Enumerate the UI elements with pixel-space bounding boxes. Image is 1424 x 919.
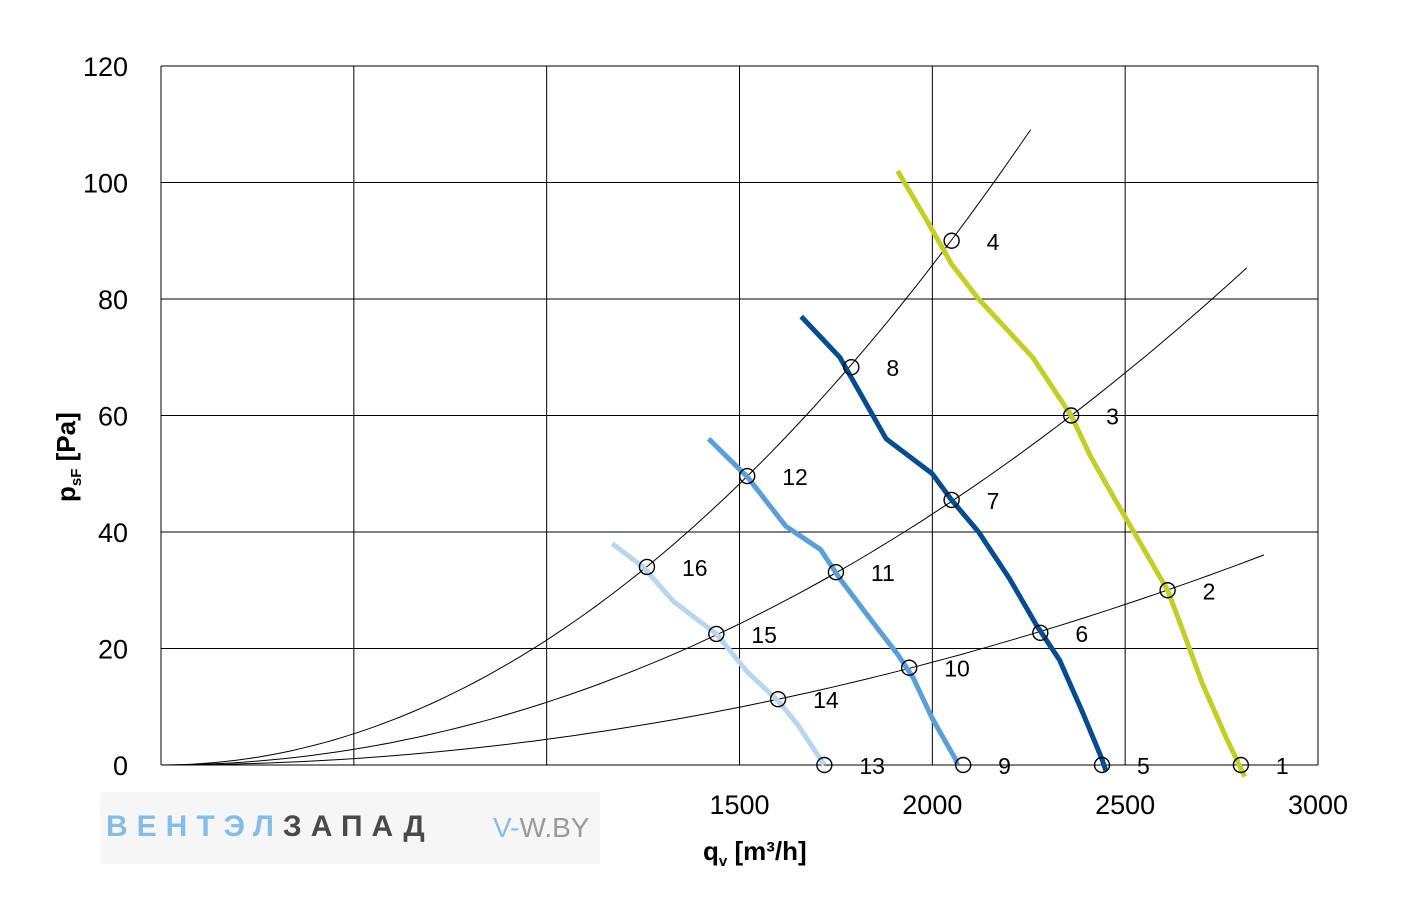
watermark-logo: ВЕНТЭЛЗАПАД <box>106 810 434 844</box>
watermark: ВЕНТЭЛЗАПАД V-W.BY <box>100 792 600 864</box>
system-curve <box>160 129 1032 766</box>
operating-point-label: 9 <box>998 753 1011 779</box>
y-tick-label: 60 <box>98 402 128 432</box>
y-axis-title: psF [Pa] <box>51 412 85 502</box>
y-axis-title-unit: [Pa] <box>51 412 81 468</box>
x-tick-label: 2000 <box>902 790 962 820</box>
operating-point-marker <box>843 358 860 376</box>
operating-point-marker <box>1159 582 1176 599</box>
operating-point-label: 13 <box>859 753 885 779</box>
y-axis-title-sub: sF <box>68 469 85 487</box>
x-tick-label: 1500 <box>709 790 769 820</box>
x-axis-title-main: q <box>703 836 719 866</box>
operating-point-marker <box>816 756 833 774</box>
operating-point-marker <box>900 659 918 676</box>
x-axis-title-sub: v <box>719 853 728 870</box>
operating-point-label: 2 <box>1203 578 1216 604</box>
fan-curve <box>610 541 827 767</box>
operating-point-marker <box>1232 756 1250 774</box>
x-tick-label: 2500 <box>1095 790 1155 820</box>
watermark-url: V-W.BY <box>493 812 589 844</box>
watermark-logo-part2: ЗАПАД <box>282 810 434 843</box>
fan-curve <box>799 314 1109 772</box>
y-tick-label: 100 <box>83 169 128 199</box>
operating-point-label: 4 <box>987 229 1000 255</box>
operating-point-marker <box>943 232 960 249</box>
operating-point-label: 8 <box>886 355 899 381</box>
operating-point-label: 12 <box>782 464 808 490</box>
operating-point-label: 1 <box>1276 753 1289 779</box>
watermark-logo-part1: ВЕНТЭЛ <box>106 810 283 843</box>
operating-point-marker <box>954 756 972 774</box>
watermark-url-b: W.BY <box>519 812 590 843</box>
x-axis-title: qv [m³/h] <box>703 836 807 870</box>
y-tick-label: 0 <box>113 751 128 781</box>
fan-curve <box>895 169 1247 778</box>
operating-point-label: 3 <box>1106 404 1119 430</box>
operating-point-label: 5 <box>1137 753 1150 779</box>
system-curve <box>160 267 1248 766</box>
operating-point-label: 11 <box>871 560 895 586</box>
operating-point-marker <box>1062 407 1080 424</box>
operating-point-marker <box>769 690 787 708</box>
fan-curves <box>610 169 1247 778</box>
system-curves <box>160 129 1265 766</box>
y-tick-label: 120 <box>83 52 128 82</box>
operating-point-label: 10 <box>944 656 970 682</box>
operating-point-label: 14 <box>813 687 839 713</box>
y-axis-title-main: p <box>51 486 81 502</box>
operating-point-marker <box>739 467 756 485</box>
operating-point-label: 16 <box>682 555 708 581</box>
tick-labels: 050010001500200025003000020406080100120 <box>83 52 1348 820</box>
y-tick-label: 80 <box>98 285 128 315</box>
fan-curve <box>706 437 960 766</box>
y-tick-label: 40 <box>98 518 128 548</box>
operating-point-marker <box>638 558 656 576</box>
operating-point-marker <box>708 625 725 643</box>
grid <box>160 65 1319 766</box>
operating-point-label: 15 <box>751 622 777 648</box>
operating-point-label: 7 <box>987 488 1000 514</box>
operating-point-marker <box>1093 756 1111 774</box>
watermark-url-a: V- <box>493 812 520 843</box>
y-tick-label: 20 <box>98 635 128 665</box>
operating-point-marker <box>943 491 960 509</box>
x-axis-title-unit: [m³/h] <box>727 836 806 866</box>
operating-point-label: 6 <box>1075 621 1088 647</box>
system-curve <box>161 554 1265 766</box>
operating-point-marker <box>1032 624 1049 641</box>
x-tick-label: 3000 <box>1288 790 1348 820</box>
operating-point-marker <box>827 563 845 581</box>
